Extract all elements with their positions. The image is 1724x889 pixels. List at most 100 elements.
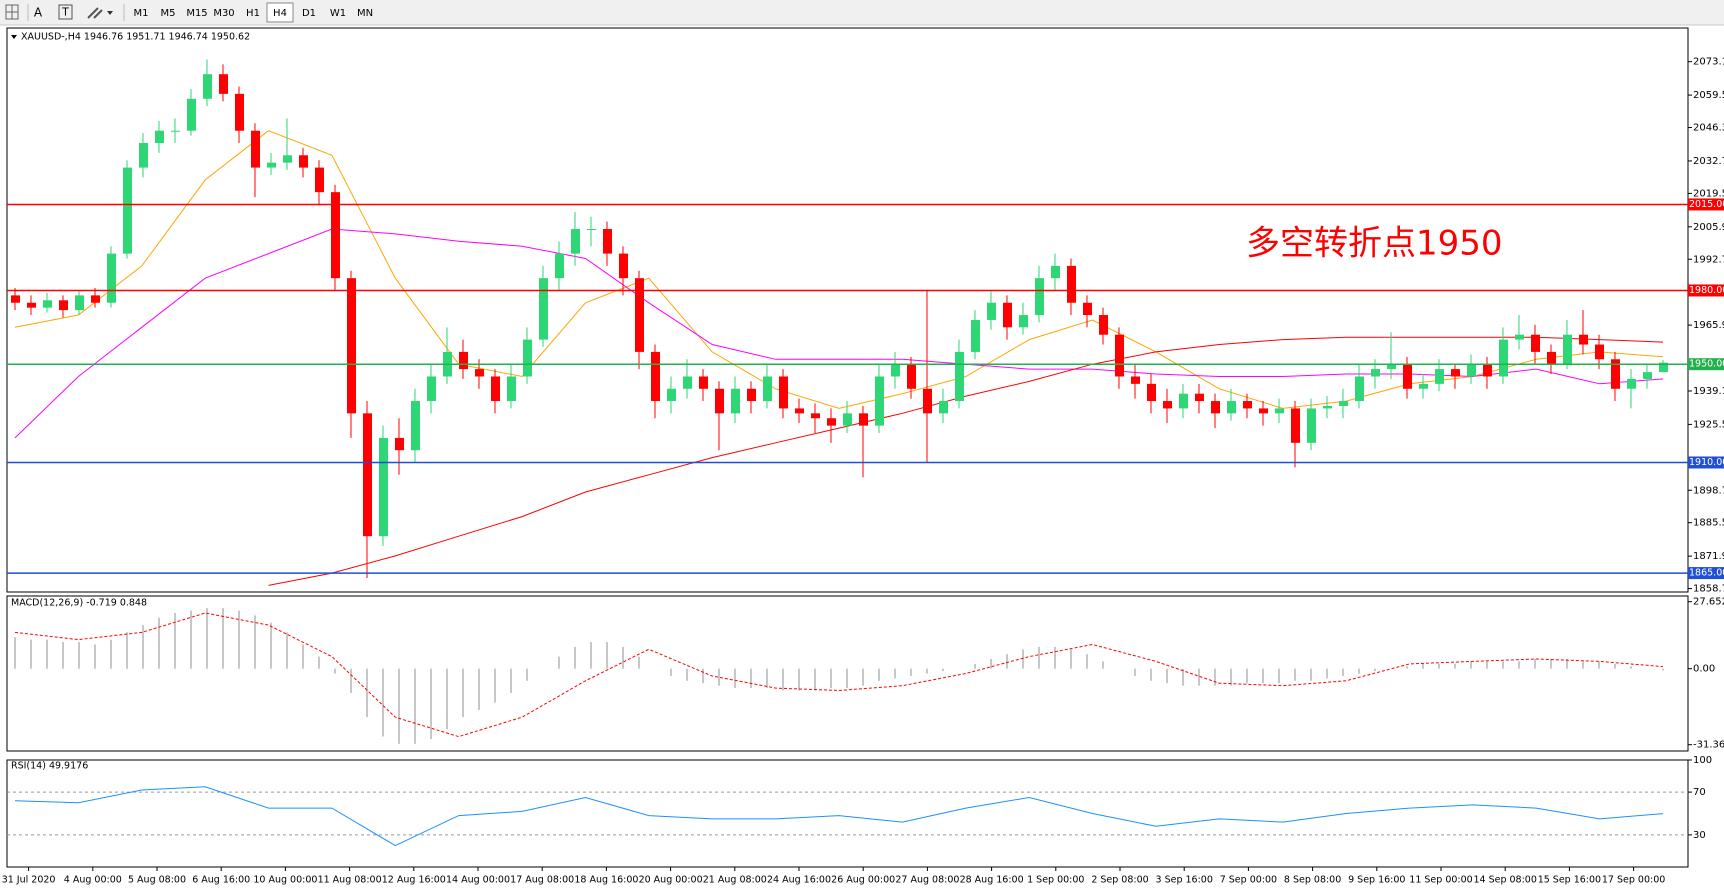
candle-body (11, 295, 20, 303)
candle-body (1307, 408, 1316, 443)
timeframe-button[interactable]: M30 (213, 8, 234, 19)
candle-body (315, 167, 324, 193)
candle-body (1051, 265, 1060, 279)
timeframe-button[interactable]: M15 (186, 8, 207, 19)
candle-body (843, 413, 852, 426)
candle-body (811, 413, 820, 419)
timeframe-button[interactable]: M1 (134, 8, 149, 19)
level-label: 2015.00 (1689, 199, 1724, 210)
candle-body (1003, 302, 1012, 328)
candle-body (747, 388, 756, 402)
candle-body (427, 376, 436, 402)
level-tag (1688, 358, 1724, 371)
x-tick-label: 28 Aug 16:00 (960, 875, 1024, 886)
candle-body (1243, 401, 1252, 409)
x-tick-label: 27 Aug 08:00 (895, 875, 959, 886)
candle-body (379, 437, 388, 537)
candle-body (203, 74, 212, 99)
x-tick-label: 21 Aug 08:00 (703, 875, 767, 886)
y-tick-label: 1965.90 (1693, 320, 1724, 331)
candle-body (187, 98, 196, 131)
x-tick-label: 14 Aug 00:00 (446, 875, 510, 886)
level-tag (1688, 567, 1724, 580)
y-tick-label: 2005.90 (1693, 222, 1724, 233)
candle-body (1611, 359, 1620, 389)
timeframe-button[interactable]: MN (357, 8, 373, 19)
candle-body (507, 376, 516, 402)
label-tool[interactable]: T (61, 6, 69, 19)
timeframe-button[interactable]: H4 (273, 8, 287, 19)
candle-body (283, 155, 292, 163)
candle-body (1563, 334, 1572, 365)
x-tick-label: 5 Aug 08:00 (128, 875, 186, 886)
signal-line (14, 612, 1664, 738)
x-tick-label: 12 Aug 16:00 (382, 875, 446, 886)
candle-body (1547, 351, 1556, 365)
candle-body (1147, 383, 1156, 402)
annotation: 多空转折点1950 (1246, 224, 1503, 264)
candle-body (1019, 315, 1028, 328)
x-tick-label: 8 Sep 08:00 (1284, 875, 1341, 886)
level-label: 1865.00 (1689, 568, 1724, 579)
y-tick-label: 2073.10 (1693, 57, 1724, 68)
x-tick-label: 31 Jul 2020 (2, 875, 56, 886)
rsi-line (14, 786, 1664, 847)
candle-body (779, 376, 788, 409)
dropdown-arrow[interactable] (107, 11, 113, 15)
y-tick-label: 100 (1693, 755, 1712, 766)
candle-body (1499, 339, 1508, 377)
candle-body (939, 401, 948, 414)
candle-body (971, 319, 980, 352)
candle-body (1259, 408, 1268, 414)
timeframe-button[interactable]: W1 (330, 8, 346, 19)
candle-body (715, 388, 724, 414)
candle-body (1099, 315, 1108, 335)
candle-body (827, 418, 836, 426)
y-tick-label: 30 (1693, 830, 1706, 841)
grid-tool[interactable] (5, 4, 19, 20)
candle-body (1531, 334, 1540, 352)
y-tick-label: 1858.70 (1693, 584, 1724, 595)
text-tool[interactable]: A (34, 6, 43, 20)
candle-body (139, 143, 148, 168)
pane-title: RSI(14) 49.9176 (11, 761, 88, 772)
timeframe-button[interactable]: M5 (161, 8, 176, 19)
candle-body (171, 130, 180, 132)
timeframe-button[interactable]: H1 (246, 8, 260, 19)
candle-body (43, 300, 52, 308)
y-tick-label: 1925.50 (1693, 419, 1724, 430)
candle-body (1451, 369, 1460, 377)
candle-body (59, 300, 68, 311)
candle-body (299, 155, 308, 168)
candle-body (235, 93, 244, 131)
y-tick-label: 0.00 (1693, 664, 1715, 675)
x-tick-label: 18 Aug 16:00 (574, 875, 638, 886)
candle-body (155, 130, 164, 144)
candle-body (91, 295, 100, 303)
y-tick-label: 2032.70 (1693, 156, 1724, 167)
y-tick-label: 1939.10 (1693, 386, 1724, 397)
candle-body (27, 302, 36, 308)
draw-tool[interactable] (87, 7, 103, 19)
timeframe-button[interactable]: D1 (302, 8, 316, 19)
candle-body (1387, 364, 1396, 370)
candle-body (603, 229, 612, 254)
symbol-menu[interactable] (11, 35, 17, 39)
candle-body (923, 388, 932, 414)
candle-body (619, 253, 628, 279)
candle-body (955, 351, 964, 402)
rsi-pane (6, 759, 1689, 868)
level-label: 1910.00 (1689, 457, 1724, 468)
candle-body (1643, 372, 1652, 379)
x-tick-label: 6 Aug 16:00 (192, 875, 250, 886)
label-tool-box[interactable] (58, 4, 73, 20)
candle-body (75, 295, 84, 311)
candle-body (763, 376, 772, 402)
candle-body (1339, 401, 1348, 406)
candle-body (539, 278, 548, 340)
y-tick-label: 27.652 (1693, 597, 1724, 608)
candle-body (1067, 265, 1076, 303)
candle-body (1035, 278, 1044, 316)
candle-body (907, 364, 916, 389)
